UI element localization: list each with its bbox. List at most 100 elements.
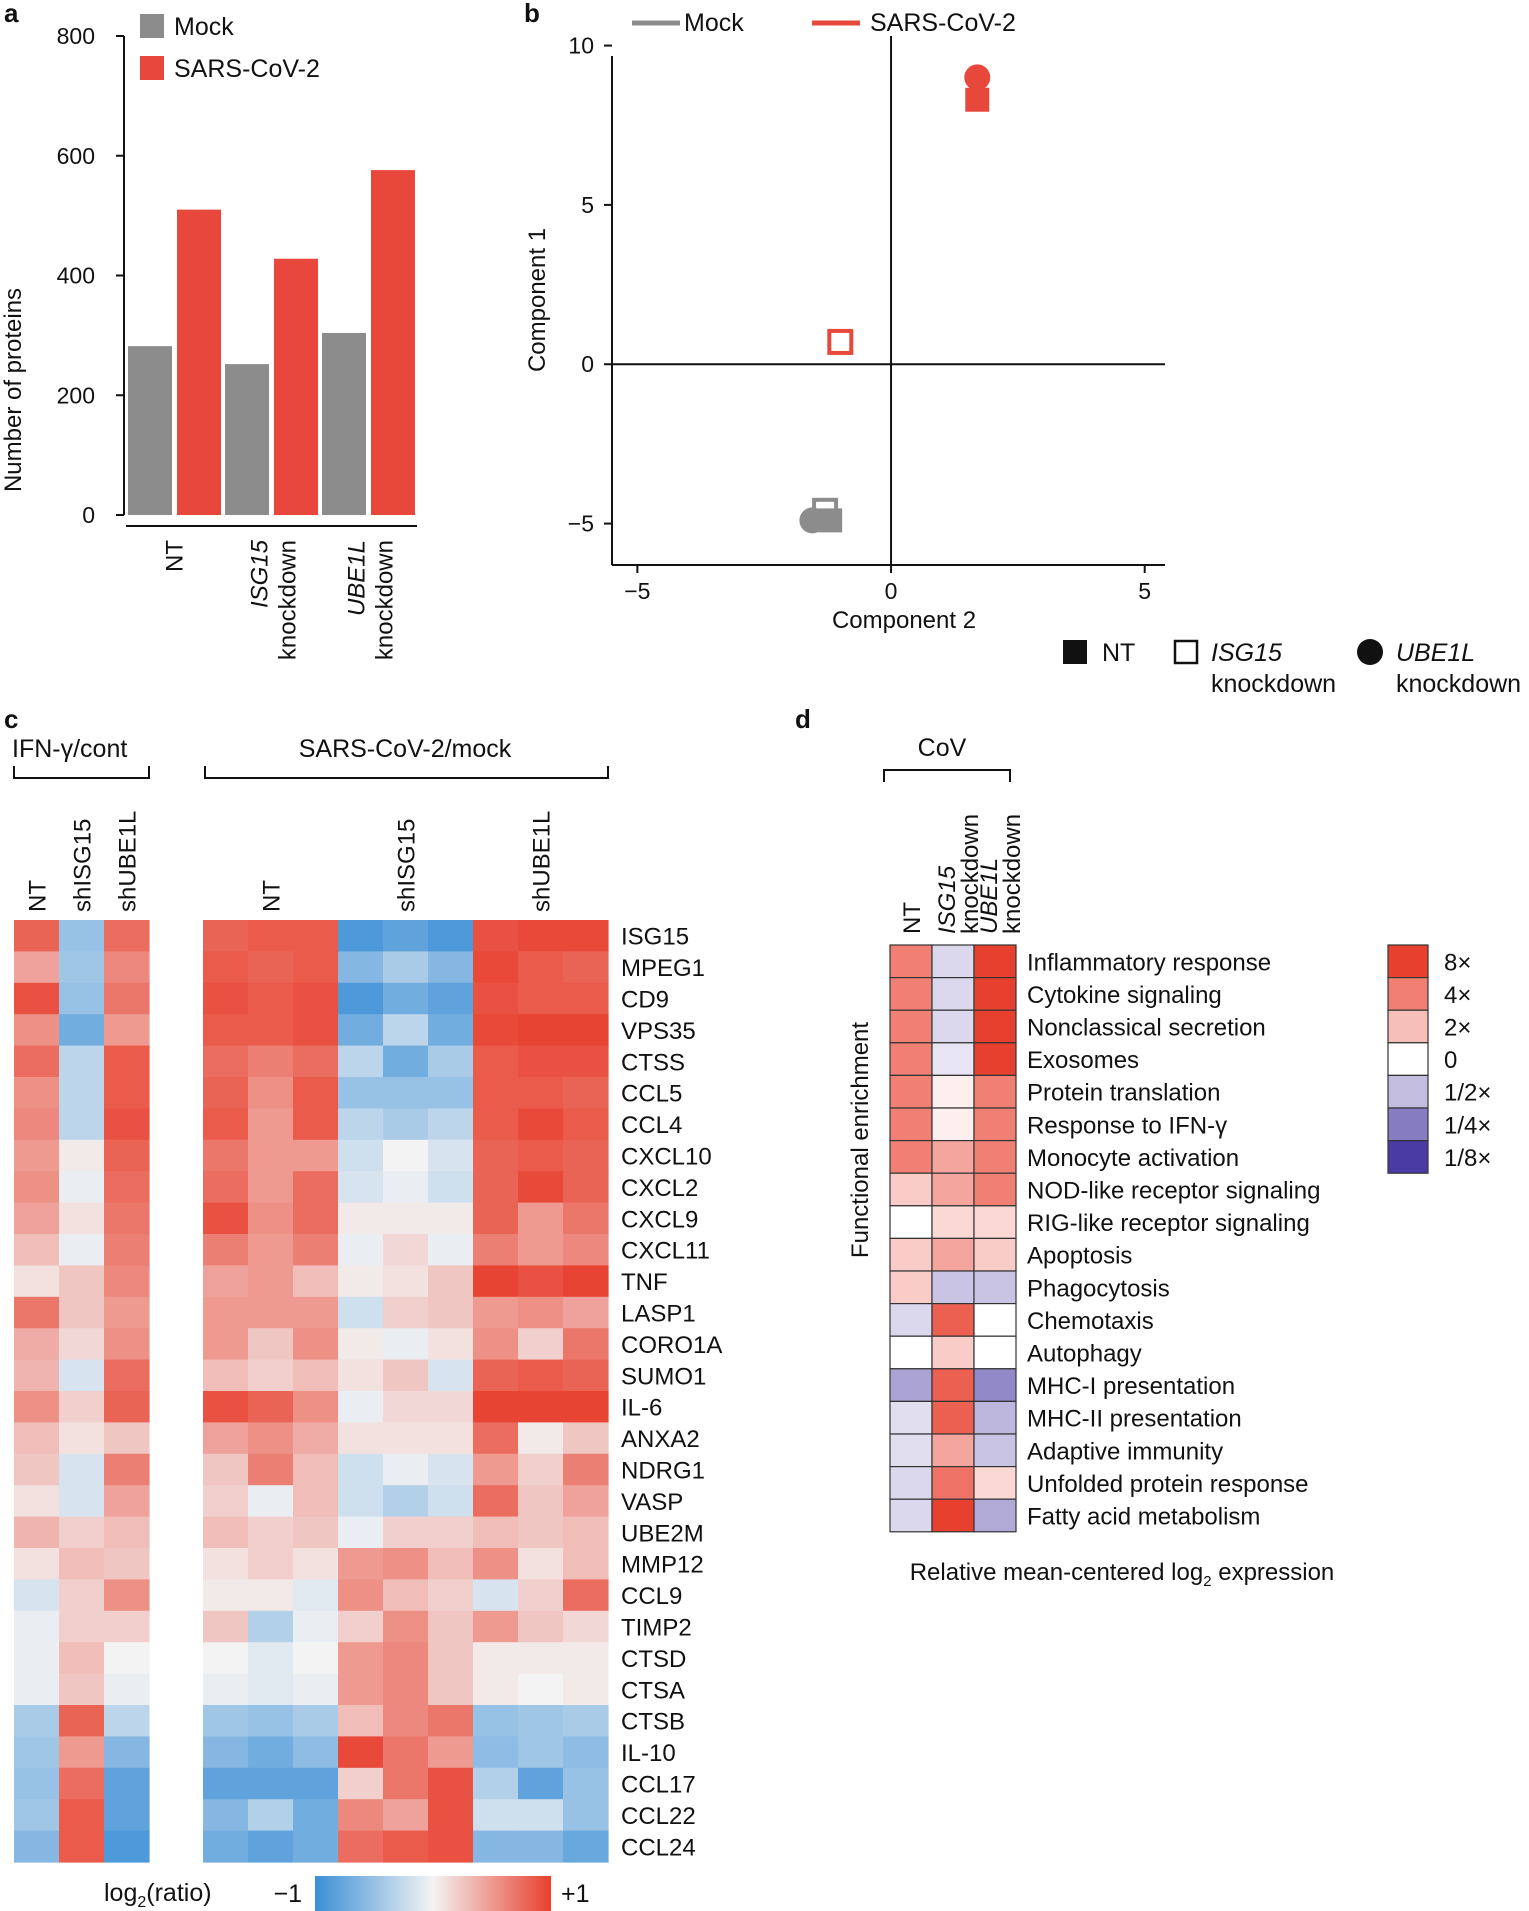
shape-legend-ube1l: UBE1L — [1396, 639, 1475, 667]
heatmap-cell-right — [338, 1642, 384, 1675]
colorbar-min: −1 — [273, 1880, 302, 1908]
heatmap-cell-right — [473, 1579, 519, 1612]
heatmap-cell-right — [383, 1736, 429, 1769]
enrichment-bracket — [883, 769, 1011, 782]
scatter-legend-sars: SARS-CoV-2 — [870, 9, 1016, 37]
heatmap-cell-left — [14, 1359, 60, 1392]
heatmap-row-label: CXCL11 — [621, 1238, 710, 1265]
enrichment-row-label: Apoptosis — [1027, 1243, 1132, 1270]
panel-label-a: a — [4, 0, 19, 28]
enrichment-row-label: NOD-like receptor signaling — [1027, 1178, 1320, 1205]
enrichment-row-label: Phagocytosis — [1027, 1275, 1170, 1302]
enrichment-group-label: CoV — [918, 734, 967, 762]
heatmap-cell-right — [383, 1359, 429, 1392]
heatmap-cell-right — [518, 1139, 564, 1172]
heatmap-cell-right — [203, 1202, 249, 1235]
heatmap-row-label: NDRG1 — [621, 1458, 705, 1485]
heatmap-cell-left — [59, 1736, 105, 1769]
heatmap-cell-right — [203, 1171, 249, 1204]
heatmap-cell-right — [293, 1014, 339, 1047]
heatmap-cell-right — [428, 1108, 474, 1141]
heatmap-row-label: CCL22 — [621, 1803, 696, 1830]
heatmap-cell-right — [248, 982, 294, 1015]
scatter-y-tick-label: 10 — [568, 33, 594, 59]
heatmap-cell-right — [563, 1359, 609, 1392]
heatmap-cell-right — [203, 1736, 249, 1769]
enrichment-row-labels: Inflammatory response Cytokine signaling N… — [1027, 949, 1320, 1530]
heatmap-cell-right — [473, 1830, 519, 1863]
bar-y-tick-label: 200 — [57, 382, 95, 408]
heatmap-cell-right — [563, 1453, 609, 1486]
enrichment-cell — [931, 1498, 975, 1533]
heatmap-cell-left — [59, 1579, 105, 1612]
enrichment-cell — [973, 1074, 1017, 1109]
heatmap-row-label: CXCL10 — [621, 1144, 712, 1171]
panel-label-c: c — [4, 704, 18, 734]
heatmap-cell-left — [104, 1610, 150, 1643]
heatmap-cell-right — [473, 1139, 519, 1172]
heatmap-cell-right — [428, 1391, 474, 1423]
heatmap-cell-right — [518, 982, 564, 1015]
enrichment-row-label: MHC-II presentation — [1027, 1406, 1242, 1433]
heatmap-cell-left — [14, 1579, 60, 1612]
heatmap-cell-right — [563, 1736, 609, 1769]
heatmap-cell-right — [563, 951, 609, 984]
heatmap-cell-right — [338, 1077, 384, 1109]
heatmap-cell-right — [563, 1234, 609, 1266]
heatmap-cell-right — [518, 1045, 564, 1078]
heatmap-cell-right — [338, 920, 384, 952]
heatmap-row-label: LASP1 — [621, 1301, 696, 1328]
heatmap-cell-left — [14, 1830, 60, 1863]
heatmap-col-label-left: shUBE1L — [115, 811, 142, 912]
enrichment-row-label: RIG-like receptor signaling — [1027, 1210, 1310, 1237]
heatmap-cell-left — [14, 1610, 60, 1643]
heatmap-cell-right — [563, 1485, 609, 1518]
bar-chart-a: Number of proteins 0 200 400 600 800 NT ISG15… — [0, 13, 417, 660]
heatmap-cell-left — [59, 1673, 105, 1706]
heatmap-cell-right — [248, 920, 294, 952]
heatmap-cell-right — [518, 1799, 564, 1832]
heatmap-cell-left — [104, 982, 150, 1015]
heatmap-cell-left — [104, 1359, 150, 1392]
heatmap-cell-right — [248, 1767, 294, 1800]
heatmap-row-label: CORO1A — [621, 1332, 722, 1359]
heatmap-cell-right — [428, 1202, 474, 1235]
heatmap-cell-right — [293, 1139, 339, 1172]
enrichment-cell — [931, 1107, 975, 1142]
heatmap-cell-right — [248, 1265, 294, 1298]
heatmap-cell-right — [293, 1234, 339, 1266]
heatmap-cell-right — [428, 1139, 474, 1172]
enrichment-cell — [889, 976, 933, 1011]
enrichment-legend-label: 4× — [1444, 982, 1471, 1009]
heatmap-row-label: IL-6 — [621, 1395, 662, 1422]
scatter-point-sars-cov-2-isg15 — [827, 328, 854, 355]
enrichment-cell — [889, 1270, 933, 1305]
heatmap-cell-right — [338, 1296, 384, 1329]
heatmap-cell-right — [383, 1516, 429, 1549]
heatmap-cell-left — [59, 1799, 105, 1832]
heatmap-cell-right — [383, 1799, 429, 1832]
enrichment-legend-swatch — [1387, 944, 1429, 979]
bar-y-ticks: 0 200 400 600 800 — [57, 23, 124, 528]
heatmap-cell-right — [383, 1391, 429, 1423]
enrichment-legend-label: 1/4× — [1444, 1112, 1491, 1139]
enrichment-col-label-sub: knockdown — [999, 814, 1026, 934]
scatter-points — [799, 64, 991, 534]
heatmap-cell-right — [383, 1296, 429, 1329]
heatmap-cell-right — [518, 920, 564, 952]
heatmap-cell-left — [14, 1422, 60, 1455]
heatmap-col-label-right: shUBE1L — [529, 811, 556, 912]
enrichment-cell — [931, 1009, 975, 1044]
enrichment-legend-swatch — [1387, 1042, 1429, 1077]
enrichment-legend-label: 0 — [1444, 1047, 1457, 1074]
heatmap-cell-right — [248, 1171, 294, 1204]
heatmap-cell-right — [203, 1108, 249, 1141]
heatmap-cell-left — [59, 1642, 105, 1675]
enrichment-cells — [889, 944, 1017, 1533]
enrichment-row-label: Nonclassical secretion — [1027, 1015, 1266, 1042]
scatter-y-tick-label: 5 — [581, 192, 594, 218]
scatter-axes: −5 0 5 10 −5 0 5 — [568, 33, 1165, 604]
enrichment-row-label: Protein translation — [1027, 1080, 1220, 1107]
enrichment-cell — [973, 944, 1017, 979]
